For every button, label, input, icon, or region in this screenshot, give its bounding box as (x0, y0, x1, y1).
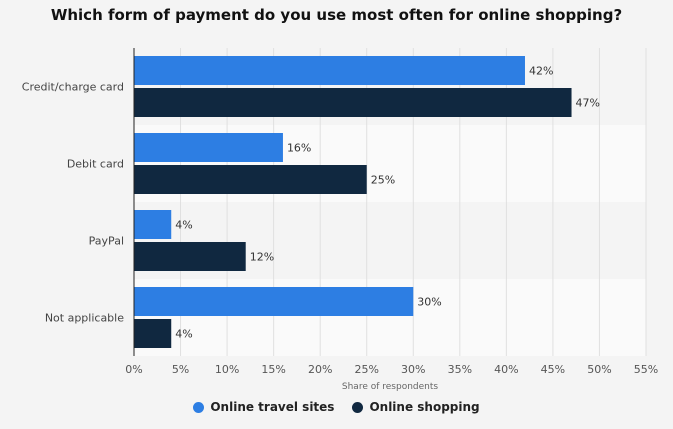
bar-not-applicable-online-travel-sites (134, 287, 414, 316)
category-label-not-applicable: Not applicable (45, 312, 124, 325)
x-tick-label-0: 0% (125, 363, 142, 376)
category-label-credit-charge-card: Credit/charge card (22, 81, 124, 94)
bar-debit-card-online-shopping (134, 165, 367, 194)
bar-credit-charge-card-online-shopping (134, 88, 572, 117)
x-tick-label-10: 10% (215, 363, 239, 376)
x-tick-label-5: 5% (172, 363, 189, 376)
x-tick-label-20: 20% (308, 363, 332, 376)
chart-title: Which form of payment do you use most of… (50, 6, 623, 24)
x-tick-label-45: 45% (541, 363, 565, 376)
data-label-paypal-online-travel-sites: 4% (175, 219, 192, 232)
data-label-not-applicable-online-travel-sites: 30% (417, 296, 441, 309)
x-tick-label-15: 15% (261, 363, 285, 376)
legend-item-online-shopping[interactable]: Online shopping (352, 400, 480, 414)
legend-item-online-travel-sites[interactable]: Online travel sites (193, 400, 334, 414)
data-label-not-applicable-online-shopping: 4% (175, 328, 192, 341)
bar-paypal-online-travel-sites (134, 210, 172, 239)
data-label-credit-charge-card-online-shopping: 47% (576, 97, 600, 110)
x-tick-label-40: 40% (494, 363, 518, 376)
x-tick-label-25: 25% (355, 363, 379, 376)
x-tick-label-30: 30% (401, 363, 425, 376)
legend-swatch-online-travel-sites (193, 401, 205, 413)
bar-chart: 42% 47% Credit/charge card 16% 25% Debit card… (22, 48, 658, 392)
bar-paypal-online-shopping (134, 242, 246, 271)
bar-not-applicable-online-shopping (134, 319, 172, 348)
data-label-debit-card-online-travel-sites: 16% (287, 142, 311, 155)
category-label-debit-card: Debit card (67, 158, 124, 171)
data-label-debit-card-online-shopping: 25% (371, 174, 395, 187)
x-tick-label-50: 50% (587, 363, 611, 376)
legend: Online travel sites Online shopping (0, 400, 673, 414)
data-label-credit-charge-card-online-travel-sites: 42% (529, 65, 553, 78)
x-tick-label-35: 35% (448, 363, 472, 376)
data-label-paypal-online-shopping: 12% (250, 251, 274, 264)
category-label-paypal: PayPal (89, 235, 124, 248)
x-tick-label-55: 55% (634, 363, 658, 376)
x-axis-title: Share of respondents (342, 382, 439, 392)
legend-label-online-travel-sites: Online travel sites (210, 400, 335, 414)
bar-debit-card-online-travel-sites (134, 133, 283, 162)
bar-credit-charge-card-online-travel-sites (134, 56, 525, 85)
legend-swatch-online-shopping (352, 401, 364, 413)
legend-label-online-shopping: Online shopping (369, 400, 480, 414)
